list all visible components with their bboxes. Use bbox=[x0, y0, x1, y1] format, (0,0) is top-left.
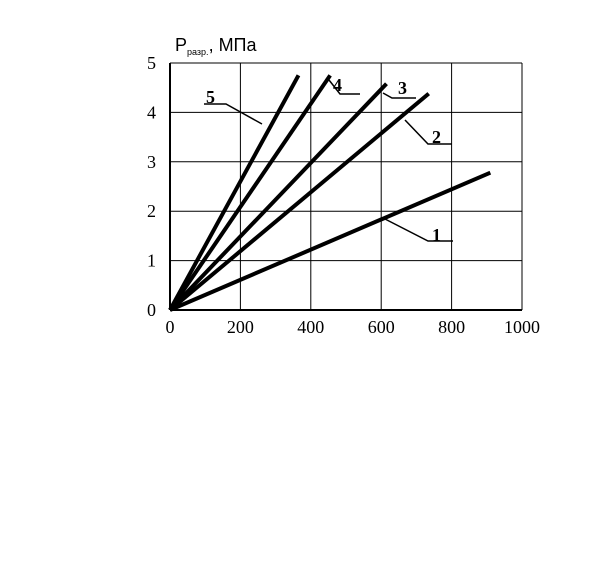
x-tick-label: 1000 bbox=[504, 317, 540, 337]
series-leader-5 bbox=[204, 103, 263, 125]
series-label-3: 3 bbox=[398, 78, 407, 98]
x-tick-label: 0 bbox=[166, 317, 175, 337]
x-tick-label: 800 bbox=[438, 317, 465, 337]
y-axis-label: Pразр., МПа bbox=[175, 35, 257, 57]
series-leader-1 bbox=[384, 218, 453, 242]
grid bbox=[169, 62, 523, 311]
y-tick-label: 1 bbox=[147, 251, 156, 271]
series-line-3 bbox=[168, 82, 388, 312]
series-leader-4 bbox=[328, 79, 360, 95]
y-tick-label: 0 bbox=[147, 300, 156, 320]
axes bbox=[169, 63, 522, 311]
series-leader-2 bbox=[404, 119, 452, 145]
series-label-2: 2 bbox=[432, 127, 441, 147]
y-tick-label: 4 bbox=[147, 102, 156, 122]
series-line-4 bbox=[168, 74, 332, 312]
y-tick-label: 5 bbox=[147, 53, 156, 73]
series-label-1: 1 bbox=[432, 225, 441, 245]
x-tick-label: 400 bbox=[297, 317, 324, 337]
y-tick-label: 2 bbox=[147, 201, 156, 221]
series-line-2 bbox=[168, 92, 431, 312]
series-label-4: 4 bbox=[333, 75, 342, 95]
series-line-1 bbox=[169, 170, 492, 312]
series-lines bbox=[168, 74, 492, 312]
label-leaders bbox=[204, 79, 453, 242]
series-label-5: 5 bbox=[206, 87, 215, 107]
y-tick-label: 3 bbox=[147, 152, 156, 172]
x-tick-label: 600 bbox=[368, 317, 395, 337]
tick-labels: 0 200 400 600 800 1000 0 1 2 3 4 5 bbox=[147, 53, 540, 337]
series-line-5 bbox=[168, 74, 301, 311]
series-leader-3 bbox=[382, 92, 416, 99]
x-tick-label: 200 bbox=[227, 317, 254, 337]
series-labels: 1 2 3 4 5 bbox=[206, 75, 441, 245]
